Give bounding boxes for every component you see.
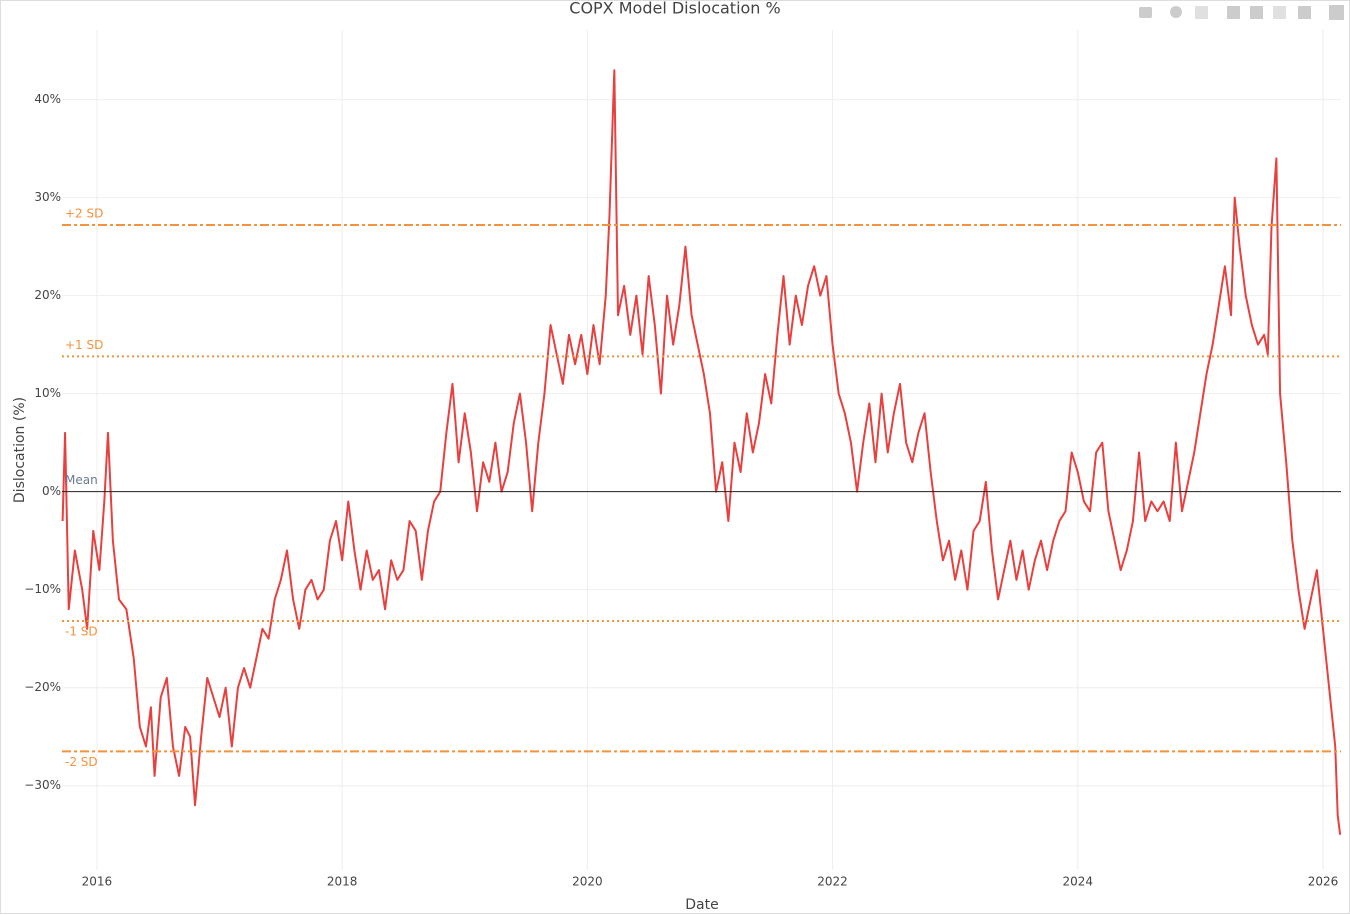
chart-title: COPX Model Dislocation %: [569, 0, 780, 18]
camera-button[interactable]: [1139, 7, 1152, 18]
plotly-logo[interactable]: [1329, 5, 1344, 20]
zoom-button[interactable]: [1170, 6, 1182, 18]
y-axis-title: Dislocation (%): [12, 397, 28, 503]
data-line: [61, 69, 1342, 835]
y-tick-label: −10%: [24, 582, 61, 596]
y-tick-label: 40%: [34, 92, 61, 106]
zoom-out-button[interactable]: [1250, 6, 1263, 19]
y-tick-label: 30%: [34, 190, 61, 204]
reference-label: +1 SD: [65, 338, 103, 352]
modebar[interactable]: [1139, 5, 1344, 20]
x-tick-label: 2018: [327, 875, 358, 889]
x-tick-label: 2020: [572, 875, 603, 889]
reference-label: -1 SD: [65, 625, 98, 639]
y-tick-label: 10%: [34, 386, 61, 400]
x-tick-label: 2016: [82, 875, 113, 889]
reference-label: +2 SD: [65, 207, 103, 221]
x-tick-label: 2022: [817, 875, 848, 889]
reference-label: Mean: [65, 473, 98, 487]
x-axis-title: Date: [685, 897, 718, 913]
y-tick-label: 20%: [34, 288, 61, 302]
x-tick-label: 2024: [1062, 875, 1093, 889]
pan-button[interactable]: [1195, 6, 1208, 19]
zoom-in-button[interactable]: [1227, 6, 1240, 19]
autoscale-button[interactable]: [1273, 6, 1286, 19]
y-tick-label: −30%: [24, 778, 61, 792]
y-tick-label: −20%: [24, 680, 61, 694]
x-tick-label: 2026: [1308, 875, 1339, 889]
y-tick-label: 0%: [42, 484, 61, 498]
reset-button[interactable]: [1298, 6, 1311, 19]
reference-label: -2 SD: [65, 755, 98, 769]
